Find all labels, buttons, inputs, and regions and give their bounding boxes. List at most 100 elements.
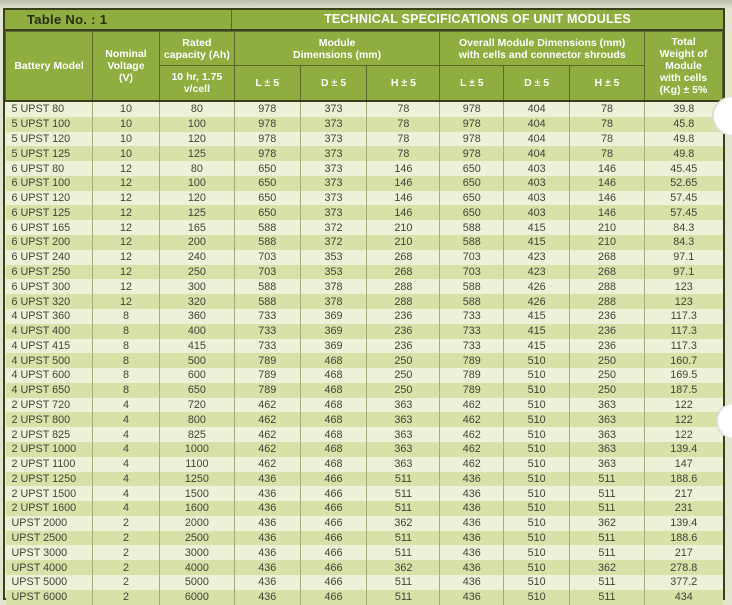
value-cell: 403: [503, 161, 570, 176]
value-cell: 146: [366, 205, 441, 221]
table-row: 2 UPST 1100 4 1100 462 468 363 462 510 363 147: [5, 456, 723, 472]
value-cell: 5000: [159, 575, 235, 590]
value-cell: 236: [569, 338, 645, 354]
value-cell: 10: [92, 146, 160, 162]
value-cell: 404: [503, 101, 570, 117]
value-cell: 703: [234, 264, 301, 280]
value-cell: 588: [234, 294, 301, 309]
value-cell: 978: [234, 131, 301, 147]
value-cell: 466: [300, 589, 368, 605]
value-cell: 510: [503, 515, 570, 531]
value-cell: 600: [159, 368, 235, 383]
battery-model-cell: 6 UPST 250: [5, 264, 94, 280]
battery-model-cell: 6 UPST 200: [5, 235, 94, 250]
value-cell: 146: [569, 190, 645, 206]
value-cell: 236: [366, 323, 441, 339]
battery-model-cell: 2 UPST 1100: [5, 456, 94, 472]
value-cell: 426: [503, 294, 570, 309]
value-cell: 436: [234, 560, 301, 575]
value-cell: 466: [300, 471, 368, 487]
value-cell: 369: [300, 338, 368, 354]
table-row: 2 UPST 1500 4 1500 436 466 511 436 510 511 217: [5, 486, 723, 502]
value-cell: 650: [159, 382, 235, 398]
value-cell: 733: [234, 323, 301, 339]
value-cell: 423: [503, 249, 570, 265]
value-cell: 97.1: [673, 265, 695, 278]
value-cell: 49.8: [673, 132, 695, 145]
col-header-module-h: H ± 5: [366, 65, 441, 102]
value-cell: 12: [92, 175, 160, 191]
battery-model-cell: UPST 4000: [5, 560, 94, 575]
value-cell: 52.65: [670, 177, 698, 190]
value-cell: 78: [366, 146, 441, 162]
value-cell: 436: [234, 501, 301, 516]
value-cell: 462: [234, 441, 301, 457]
value-cell: 511: [366, 471, 441, 487]
value-cell: 415: [503, 338, 570, 354]
value-cell: 588: [439, 279, 505, 295]
battery-model-cell: 5 UPST 100: [5, 116, 94, 132]
value-cell: 511: [366, 545, 441, 561]
spec-table-sheet: Table No. : 1 TECHNICAL SPECIFICATIONS O…: [3, 8, 725, 605]
battery-model-cell: 5 UPST 80: [5, 101, 94, 117]
value-cell: 510: [503, 589, 570, 605]
value-cell: 510: [503, 427, 570, 442]
value-cell: 125: [159, 205, 235, 221]
battery-model-cell: 6 UPST 80: [5, 161, 94, 176]
value-cell: 978: [439, 116, 505, 132]
value-cell: 200: [159, 235, 235, 250]
value-cell: 288: [569, 279, 645, 295]
value-cell: 510: [503, 575, 570, 590]
value-cell: 100: [159, 116, 235, 132]
value-cell: 511: [366, 575, 441, 590]
value-cell: 720: [159, 397, 235, 413]
value-cell: 588: [234, 279, 301, 295]
battery-model-cell: 6 UPST 125: [5, 205, 94, 221]
table-row: UPST 2500 2 2500 436 466 511 436 510 511 188.6: [5, 530, 723, 546]
value-cell: 78: [366, 131, 441, 147]
table-row: 6 UPST 320 12 320 588 378 288 588 426 288 123: [5, 294, 723, 309]
value-cell: 8: [92, 308, 160, 324]
value-cell: 373: [300, 190, 368, 206]
value-cell: 510: [503, 545, 570, 561]
value-cell: 12: [92, 220, 160, 236]
value-cell: 511: [366, 486, 441, 502]
value-cell: 511: [366, 530, 441, 546]
value-cell: 436: [439, 545, 505, 561]
col-header-rated-capacity: Rated capacity (Ah): [158, 31, 235, 66]
value-cell: 117.3: [670, 339, 697, 352]
value-cell: 139.4: [670, 517, 698, 530]
col-group-module-dimensions: Module Dimensions (mm): [233, 31, 441, 66]
value-cell: 362: [366, 515, 441, 531]
spec-table-body: 5 UPST 80 10 80 978 373 78 978 404 78 39.8 5 UPST …: [5, 101, 723, 605]
value-cell: 4: [92, 412, 160, 428]
value-cell: 353: [300, 249, 368, 265]
value-cell: 2: [92, 589, 160, 605]
value-cell: 363: [569, 412, 645, 428]
value-cell: 462: [439, 427, 505, 442]
battery-model-cell: UPST 2500: [5, 530, 94, 546]
value-cell: 12: [92, 161, 160, 176]
value-cell: 373: [300, 116, 368, 132]
value-cell: 146: [366, 175, 441, 191]
value-cell: 415: [159, 338, 235, 354]
value-cell: 268: [366, 249, 441, 265]
value-cell: 511: [569, 486, 645, 502]
battery-model-cell: UPST 2000: [5, 515, 94, 531]
value-cell: 353: [300, 264, 368, 280]
value-cell: 369: [300, 308, 368, 324]
value-cell: 84.3: [673, 236, 695, 249]
value-cell: 12: [92, 190, 160, 206]
value-cell: 2: [92, 560, 160, 575]
value-cell: 2: [92, 545, 160, 561]
value-cell: 423: [503, 264, 570, 280]
value-cell: 123: [674, 280, 693, 293]
value-cell: 1250: [159, 471, 235, 487]
value-cell: 511: [569, 530, 645, 546]
value-cell: 703: [439, 264, 505, 280]
value-cell: 362: [366, 560, 441, 575]
value-cell: 510: [503, 471, 570, 487]
battery-model-cell: 6 UPST 300: [5, 279, 94, 295]
value-cell: 146: [569, 205, 645, 221]
value-cell: 363: [569, 441, 645, 457]
